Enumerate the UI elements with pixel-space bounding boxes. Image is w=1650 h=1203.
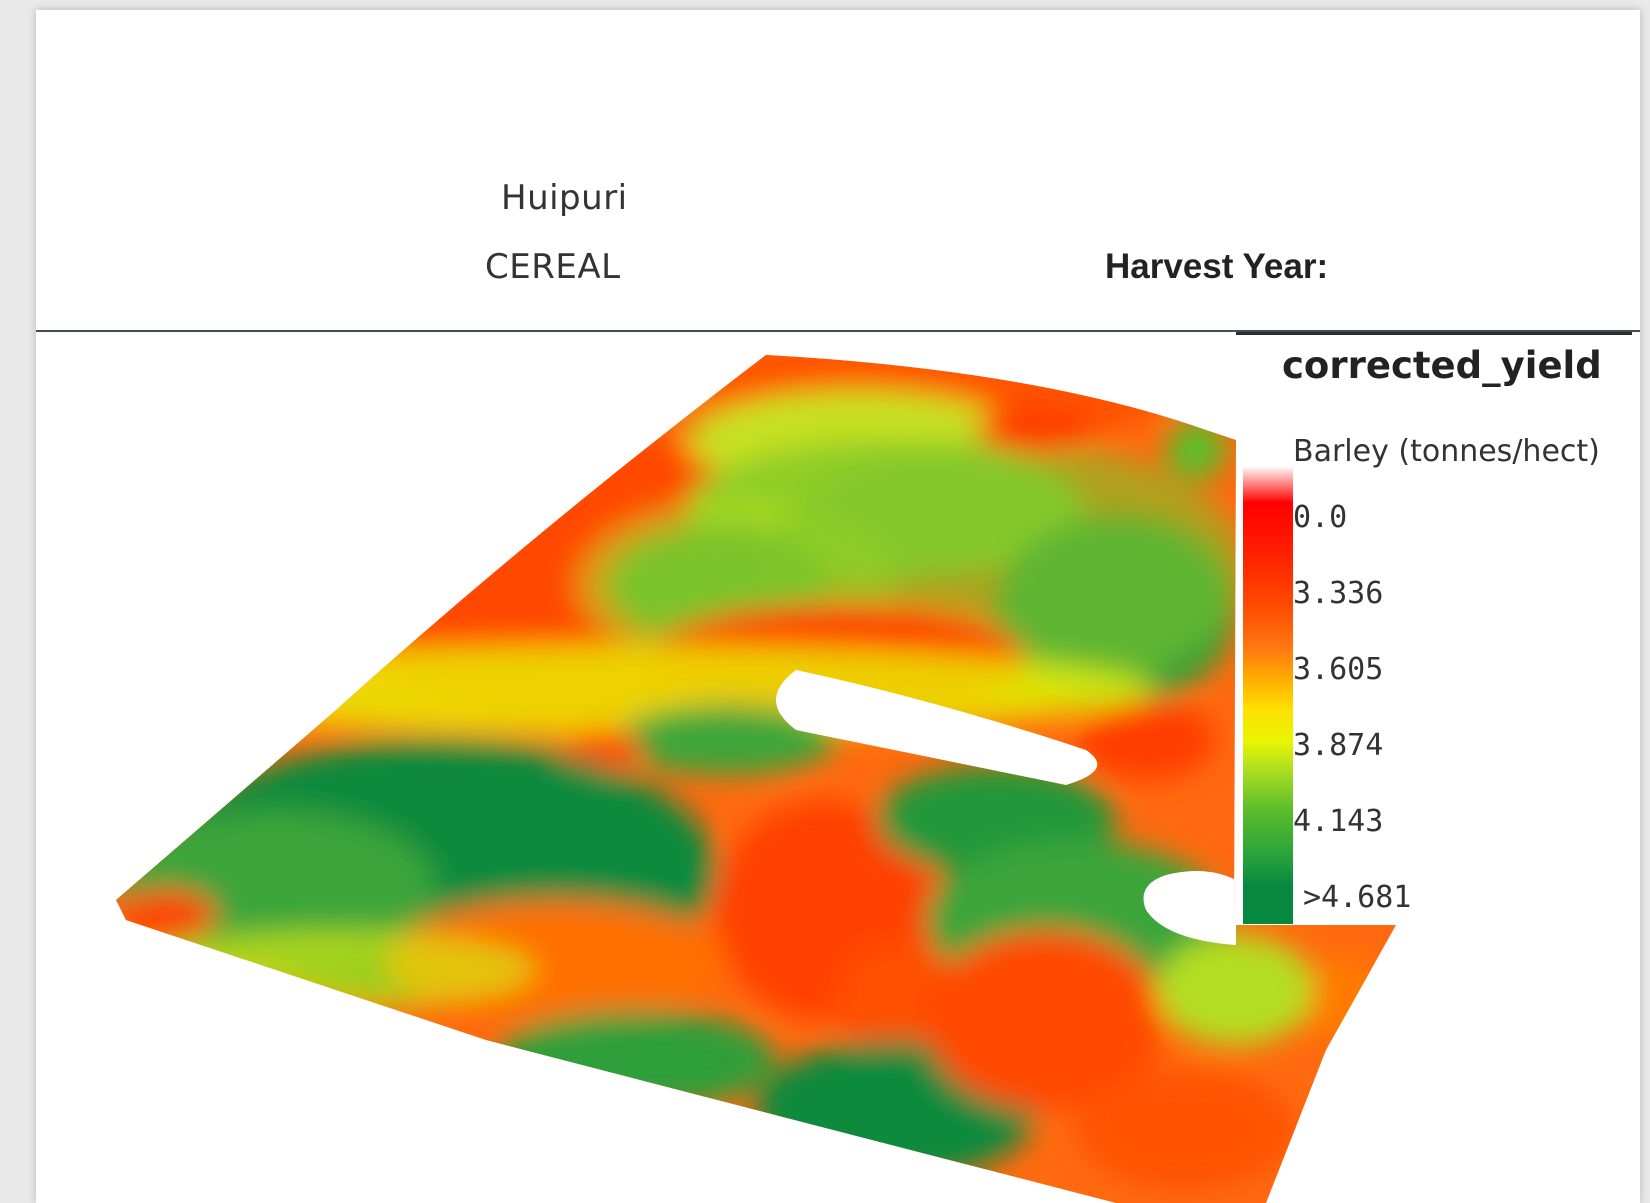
legend-unit: Barley (tonnes/hect) xyxy=(1293,434,1600,469)
legend-tick-2: 3.605 xyxy=(1293,652,1384,687)
legend-tick-3: 3.874 xyxy=(1293,728,1384,763)
legend-tick-0: 0.0 xyxy=(1293,500,1348,535)
legend-tick-5: >4.681 xyxy=(1303,880,1412,915)
harvest-year-label: Harvest Year: xyxy=(1105,247,1329,286)
legend-tick-1: 3.336 xyxy=(1293,576,1384,611)
crop-type: CEREAL xyxy=(485,247,621,287)
legend-top-rule xyxy=(1236,332,1632,335)
field-name: Huipuri xyxy=(501,178,628,218)
header-divider xyxy=(36,330,1640,332)
legend-tick-4: 4.143 xyxy=(1293,804,1384,839)
legend-color-bar xyxy=(1243,466,1293,924)
yield-map[interactable] xyxy=(36,10,1640,1203)
legend-title: corrected_yield xyxy=(1282,344,1602,387)
map-card: Huipuri CEREAL Harvest Year: xyxy=(36,10,1640,1203)
